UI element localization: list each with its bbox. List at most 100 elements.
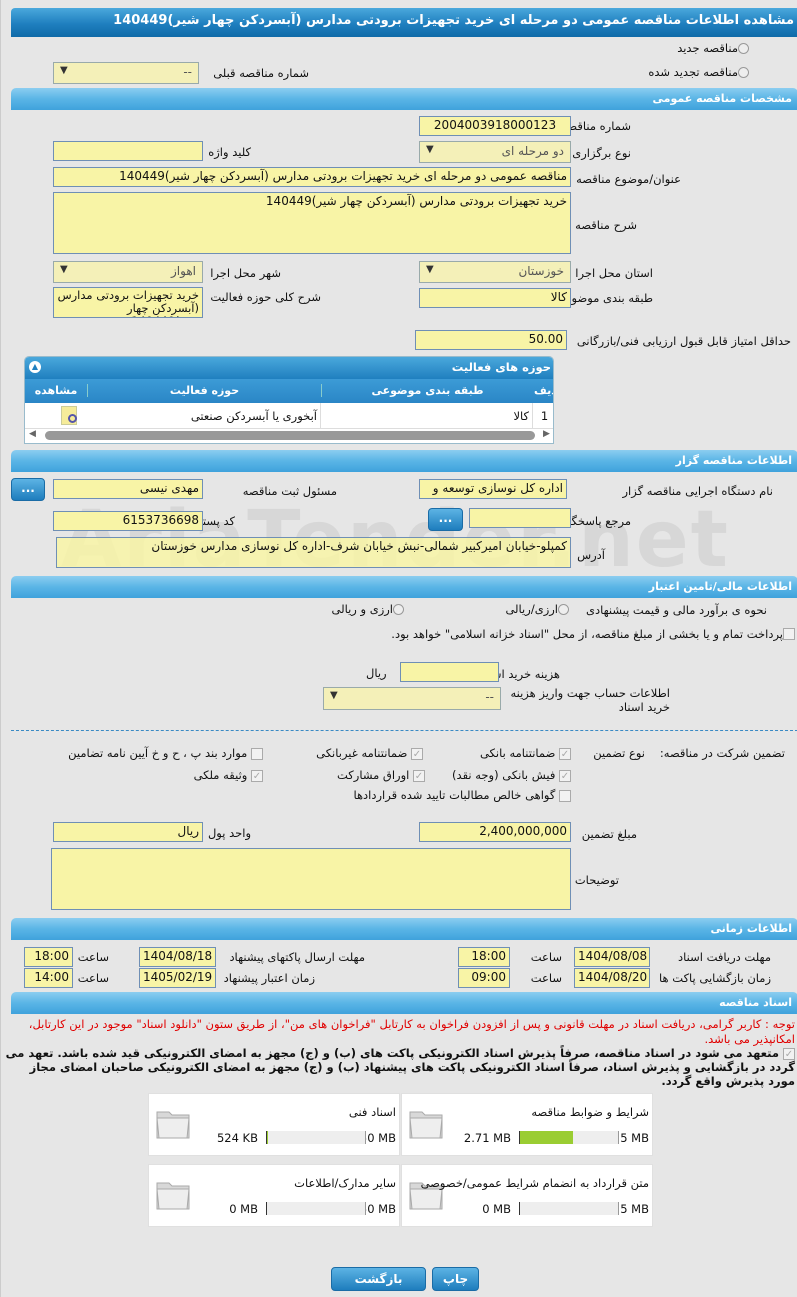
- checkbox-label: اوراق مشارکت: [337, 768, 410, 782]
- submit-label: مهلت ارسال پاکتهای پیشنهاد: [229, 950, 365, 964]
- scroll-left-icon[interactable]: ◀: [29, 429, 36, 439]
- desc-field[interactable]: خرید تجهیزات برودتی مدارس (آبسردکن چهار …: [53, 192, 571, 254]
- keyword-label: کلید واژه: [208, 145, 251, 159]
- document-max-size: 50 MB: [359, 1202, 396, 1216]
- submit-time: 18:00: [24, 947, 73, 967]
- min-score-label: حداقل امتیاز قابل قبول ارزیابی فنی/بازرگ…: [576, 334, 791, 348]
- doc-fee-field[interactable]: [400, 662, 499, 682]
- page-title: مشاهده اطلاعات مناقصه عمومی دو مرحله ای …: [11, 8, 797, 37]
- document-name: اسناد فنی: [348, 1105, 396, 1119]
- province-select[interactable]: خوزستان ▼: [419, 261, 571, 283]
- open-time: 09:00: [458, 968, 510, 988]
- checkbox-label: گواهی خالص مطالبات تایید شده قراردادها: [353, 788, 556, 802]
- city-select[interactable]: اهواز ▼: [53, 261, 203, 283]
- keyword-field[interactable]: [53, 141, 203, 161]
- radio-label: مناقصه تجدید شده: [648, 65, 738, 79]
- radio-new-tender[interactable]: مناقصه جدید: [677, 41, 749, 55]
- section-timing: اطلاعات زمانی: [11, 918, 797, 940]
- guarantee-property[interactable]: ✓ وثیقه ملکی: [193, 768, 263, 782]
- document-name: شرایط و ضوابط مناقصه: [531, 1105, 649, 1119]
- radio-icon[interactable]: [393, 604, 404, 615]
- col-field: حوزه فعالیت: [87, 384, 321, 397]
- radio-label: مناقصه جدید: [677, 41, 738, 55]
- select-value: دو مرحله ای: [501, 144, 564, 158]
- document-size: 0 MB: [482, 1202, 511, 1216]
- org-field[interactable]: اداره کل نوسازی توسعه و: [419, 479, 567, 499]
- desc-label: شرح مناقصه: [575, 218, 637, 232]
- activity-desc-field[interactable]: خرید تجهیزات برودتی مدارس (آبسردکن چهار …: [53, 287, 203, 318]
- document-progress-bar: [266, 1131, 366, 1144]
- treasury-checkbox[interactable]: [783, 626, 797, 640]
- open-label: زمان بازگشایی پاکت ها: [659, 971, 771, 985]
- grid-title: حوزه های فعالیت: [451, 360, 551, 374]
- progress-fill: [267, 1131, 268, 1144]
- document-card[interactable]: اسناد فنی 50 MB 524 KB: [148, 1093, 400, 1156]
- account-select[interactable]: -- ▼: [323, 687, 501, 710]
- document-name: متن قرارداد به انضمام شرایط عمومی/خصوصی: [420, 1176, 649, 1190]
- cell-category: کالا: [321, 403, 533, 429]
- section-documents: اسناد مناقصه: [11, 992, 797, 1014]
- guarantee-bank[interactable]: ✓ ضمانتنامه بانکی: [479, 746, 571, 760]
- postal-label: کد پستی: [193, 514, 235, 528]
- section-general: مشخصات مناقصه عمومی: [11, 88, 797, 110]
- postal-field[interactable]: 6153736698: [53, 511, 203, 531]
- address-field[interactable]: کمپلو-خیابان امیرکبیر شمالی-نبش خیابان ش…: [56, 537, 571, 568]
- validity-time: 14:00: [24, 968, 73, 988]
- document-size: 2.71 MB: [463, 1131, 511, 1145]
- method-select[interactable]: دو مرحله ای ▼: [419, 141, 571, 163]
- ref-field[interactable]: [469, 508, 571, 528]
- prev-number-select[interactable]: -- ▼: [53, 62, 199, 84]
- time-label: ساعت: [530, 950, 562, 964]
- scroll-right-icon[interactable]: ▶: [543, 429, 550, 439]
- select-value: --: [183, 65, 192, 79]
- method-label: نوع برگزاری: [572, 146, 631, 160]
- table-row: 1 کالا آبخوری یا آبسردکن صنعتی: [25, 403, 553, 429]
- radio-renewed-tender[interactable]: مناقصه تجدید شده: [648, 65, 749, 79]
- unit-field[interactable]: ریال: [53, 822, 203, 842]
- amount-field[interactable]: 2,400,000,000: [419, 822, 571, 842]
- registrar-field[interactable]: مهدی نیسی: [53, 479, 203, 499]
- back-button[interactable]: بازگشت: [331, 1267, 426, 1291]
- guarantee-clauses[interactable]: موارد بند پ ، ح و خ آیین نامه تضامین: [68, 746, 263, 760]
- grid-header: حوزه های فعالیت ▲: [25, 357, 553, 379]
- treasury-text: پرداخت تمام و یا بخشی از مبلغ مناقصه، از…: [391, 627, 783, 641]
- subject-field[interactable]: مناقصه عمومی دو مرحله ای خرید تجهیزات بر…: [53, 167, 571, 187]
- category-field[interactable]: کالا: [419, 288, 571, 308]
- radio-icon[interactable]: [558, 604, 569, 615]
- ref-more-button[interactable]: ...: [428, 508, 463, 531]
- document-progress-bar: [519, 1131, 619, 1144]
- min-score-field[interactable]: 50.00: [415, 330, 567, 350]
- document-card[interactable]: سایر مدارک/اطلاعات 50 MB 0 MB: [148, 1164, 400, 1227]
- document-max-size: 5 MB: [620, 1131, 649, 1145]
- notes-field[interactable]: [51, 848, 571, 910]
- tender-number-field: 2004003918000123: [419, 116, 571, 136]
- cell-index: 1: [540, 409, 549, 423]
- validity-date: 1405/02/19: [139, 968, 216, 988]
- print-button[interactable]: چاپ: [432, 1267, 479, 1291]
- city-label: شهر محل اجرا: [210, 266, 281, 280]
- chevron-down-icon: ▼: [60, 65, 68, 76]
- view-document-icon[interactable]: [61, 406, 77, 425]
- document-card[interactable]: شرایط و ضوابط مناقصه 5 MB 2.71 MB: [401, 1093, 653, 1156]
- collapse-icon[interactable]: ▲: [29, 361, 41, 373]
- finance-method-label: نحوه ی برآورد مالی و قیمت پیشنهادی: [585, 603, 767, 617]
- document-card[interactable]: متن قرارداد به انضمام شرایط عمومی/خصوصی …: [401, 1164, 653, 1227]
- subject-label: عنوان/موضوع مناقصه: [576, 172, 681, 186]
- amount-label: مبلغ تضمین: [581, 827, 637, 841]
- guarantee-bonds[interactable]: ✓ اوراق مشارکت: [337, 768, 425, 782]
- time-label: ساعت: [77, 971, 109, 985]
- ref-label: مرجع پاسخگویی: [552, 514, 631, 528]
- radio-icon[interactable]: [738, 43, 749, 54]
- number-label: شماره مناقصه: [561, 119, 631, 133]
- guarantee-nonbank[interactable]: ✓ ضمانتنامه غیربانکی: [316, 746, 423, 760]
- guarantee-receivables[interactable]: گواهی خالص مطالبات تایید شده قراردادها: [353, 788, 571, 802]
- guarantee-cash[interactable]: ✓ فیش بانکی (وجه نقد): [452, 768, 571, 782]
- radio-currency-and-rial[interactable]: ارزی و ریالی: [331, 602, 404, 616]
- radio-icon[interactable]: [738, 67, 749, 78]
- horizontal-scrollbar[interactable]: [45, 431, 535, 440]
- radio-rial[interactable]: ارزی/ریالی: [505, 602, 569, 616]
- document-max-size: 50 MB: [359, 1131, 396, 1145]
- document-name: سایر مدارک/اطلاعات: [294, 1176, 396, 1190]
- commitment-checkbox: ✓: [783, 1047, 795, 1060]
- registrar-more-button[interactable]: ...: [11, 478, 45, 501]
